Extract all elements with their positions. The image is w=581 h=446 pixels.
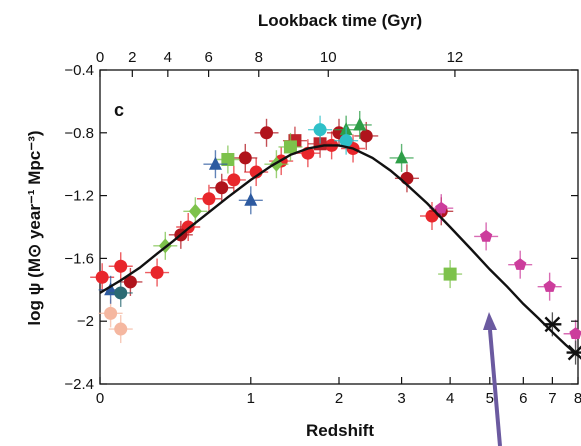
data-point — [438, 260, 463, 289]
panel-label: c — [114, 100, 124, 120]
point-marker — [283, 140, 297, 154]
point-marker — [339, 134, 353, 148]
data-point — [108, 278, 133, 307]
point-marker — [114, 322, 128, 336]
y-axis: −0.4 −0.8 −1.2 −1.6 −2 −2.4 — [64, 62, 578, 393]
point-marker — [221, 152, 235, 166]
data-point — [238, 186, 263, 215]
point-marker — [114, 259, 128, 273]
data-point — [196, 184, 221, 213]
x-tick-label: 6 — [519, 390, 527, 407]
point-marker — [104, 282, 118, 296]
data-point — [145, 258, 170, 287]
data-point — [389, 143, 414, 172]
data-point — [108, 315, 133, 344]
point-marker — [395, 150, 409, 164]
point-marker — [359, 129, 373, 143]
y-tick-label: −2.4 — [64, 376, 94, 393]
x-tick-label: 7 — [548, 390, 556, 407]
top-tick-label: 8 — [255, 49, 263, 66]
data-point — [278, 132, 303, 161]
point-marker — [569, 327, 581, 339]
point-marker — [543, 280, 556, 292]
fit-curve — [99, 144, 579, 357]
point-marker — [443, 267, 457, 281]
plot-frame — [99, 69, 579, 385]
x-tick-label: 2 — [335, 390, 343, 407]
y-tick-label: −1.6 — [64, 250, 94, 267]
point-marker — [114, 286, 128, 300]
x-tick-label: 0 — [96, 390, 104, 407]
top-tick-label: 0 — [96, 49, 104, 66]
data-point — [474, 222, 499, 251]
point-marker — [202, 192, 216, 206]
data-point — [221, 165, 246, 194]
point-marker — [313, 123, 327, 137]
x-tick-label: 4 — [446, 390, 454, 407]
top-tick-label: 2 — [128, 49, 136, 66]
arrow-annotation — [483, 312, 502, 446]
x-tick-label: 5 — [486, 390, 494, 407]
top-tick-label: 6 — [204, 49, 212, 66]
point-marker — [244, 192, 258, 206]
data-point — [108, 252, 133, 281]
top-tick-label: 12 — [447, 49, 464, 66]
data-point — [203, 150, 228, 179]
x-tick-label: 8 — [574, 390, 581, 407]
x-axis: 0 1 2 3 4 5 6 7 8 — [96, 377, 581, 407]
point-marker — [104, 306, 118, 320]
data-point — [254, 118, 279, 147]
data-point — [334, 126, 359, 155]
data-point — [215, 145, 240, 174]
x-tick-label: 3 — [397, 390, 405, 407]
point-marker — [480, 229, 493, 242]
point-marker — [227, 173, 241, 187]
x-axis-title: Redshift — [306, 421, 374, 440]
point-marker — [188, 203, 202, 219]
point-marker — [215, 181, 229, 195]
y-axis-title: log ψ (M⊙ year⁻¹ Mpc⁻³) — [25, 130, 44, 325]
y-tick-label: −2 — [77, 313, 94, 330]
data-points — [90, 110, 581, 365]
point-marker — [514, 258, 527, 270]
data-point — [98, 299, 123, 328]
point-marker — [208, 156, 222, 170]
y-tick-label: −0.4 — [64, 62, 94, 79]
point-marker — [400, 171, 414, 185]
point-marker — [353, 117, 367, 131]
data-point — [183, 197, 208, 226]
data-point — [209, 173, 234, 202]
point-marker — [123, 275, 137, 289]
point-marker — [95, 270, 109, 284]
data-point — [233, 143, 258, 172]
top-axis-title: Lookback time (Gyr) — [258, 11, 422, 30]
point-marker — [260, 126, 274, 140]
data-point — [508, 250, 533, 279]
y-tick-label: −1.2 — [64, 188, 94, 205]
point-marker — [150, 266, 164, 280]
data-point — [308, 115, 333, 144]
top-axis: 0 2 4 6 8 10 12 — [96, 49, 463, 77]
data-point — [537, 272, 562, 301]
top-tick-label: 10 — [320, 49, 337, 66]
data-point — [354, 121, 379, 150]
y-tick-label: −0.8 — [64, 125, 94, 142]
plot-area — [90, 69, 581, 385]
point-marker — [238, 151, 252, 165]
data-point — [347, 110, 372, 139]
point-marker — [435, 201, 448, 214]
top-tick-label: 4 — [164, 49, 172, 66]
x-tick-label: 1 — [247, 390, 255, 407]
